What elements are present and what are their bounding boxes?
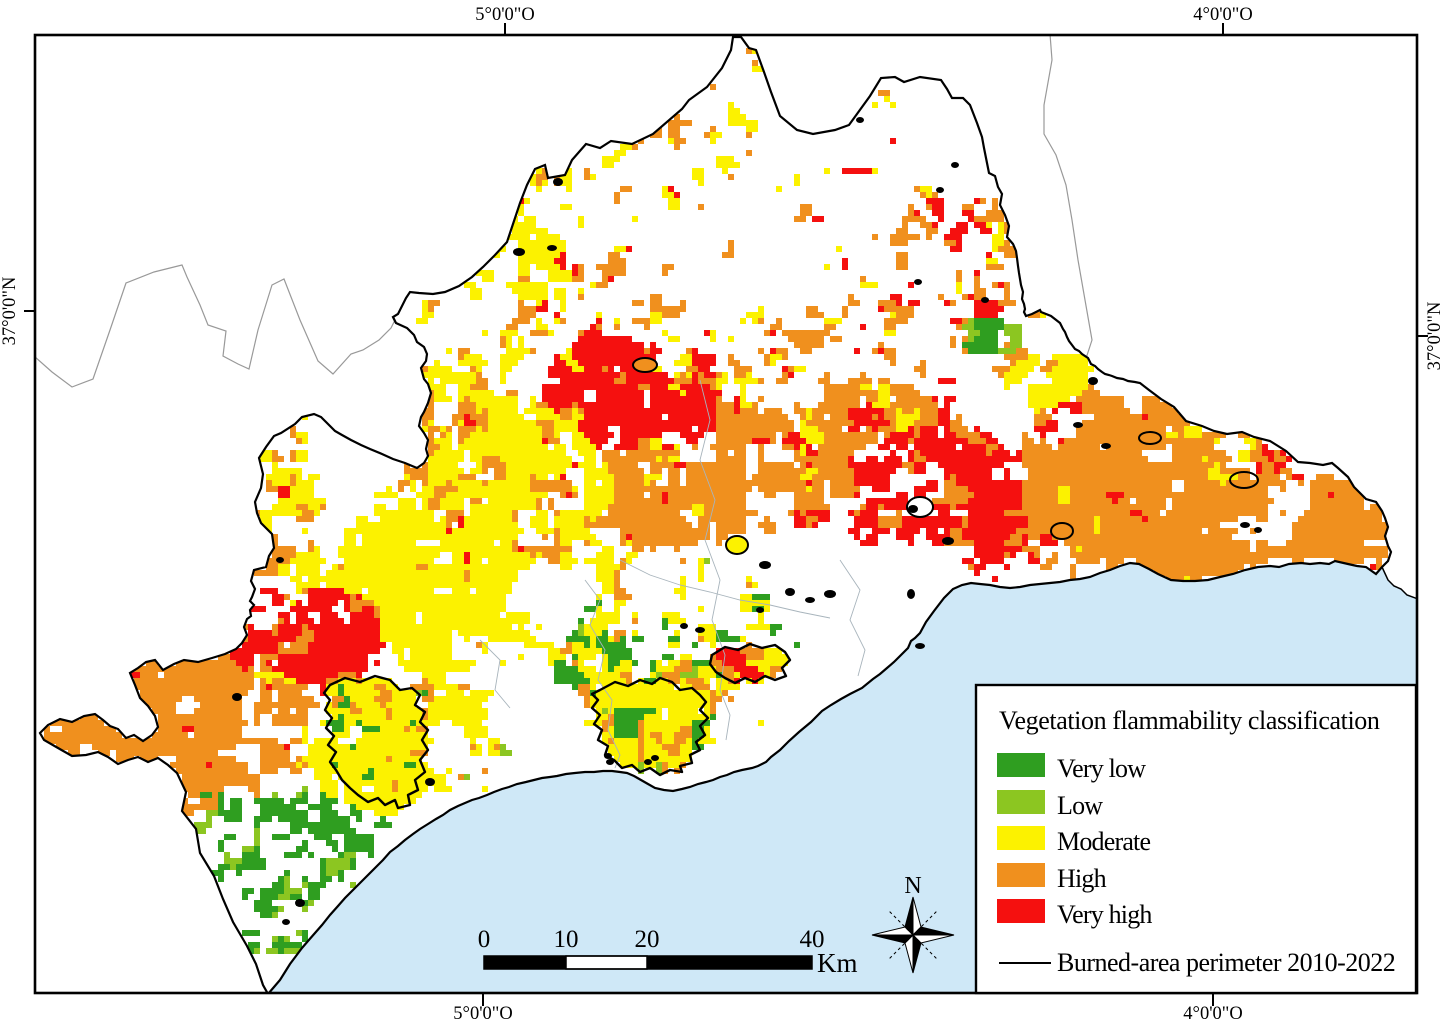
svg-text:Very high: Very high <box>1057 900 1152 929</box>
svg-text:Vegetation flammability classi: Vegetation flammability classification <box>999 706 1380 735</box>
svg-text:N: N <box>904 873 921 899</box>
svg-text:Km: Km <box>817 948 858 978</box>
svg-text:37°0'0"N: 37°0'0"N <box>0 277 20 346</box>
svg-text:4°0'0"O: 4°0'0"O <box>1193 5 1252 25</box>
svg-text:Burned-area perimeter 2010-202: Burned-area perimeter 2010-2022 <box>1057 948 1395 977</box>
svg-text:5°0'0"O: 5°0'0"O <box>453 1004 512 1024</box>
svg-text:Low: Low <box>1057 791 1103 820</box>
svg-text:Moderate: Moderate <box>1057 827 1150 856</box>
svg-text:5°0'0"O: 5°0'0"O <box>475 5 534 25</box>
svg-text:0: 0 <box>478 926 491 953</box>
svg-text:Very low: Very low <box>1057 754 1146 783</box>
svg-text:40: 40 <box>800 926 825 953</box>
svg-text:37°0'0"N: 37°0'0"N <box>1425 302 1445 371</box>
svg-text:20: 20 <box>635 926 660 953</box>
svg-text:10: 10 <box>554 926 579 953</box>
svg-text:4°0'0"O: 4°0'0"O <box>1183 1004 1242 1024</box>
svg-text:High: High <box>1057 864 1107 893</box>
